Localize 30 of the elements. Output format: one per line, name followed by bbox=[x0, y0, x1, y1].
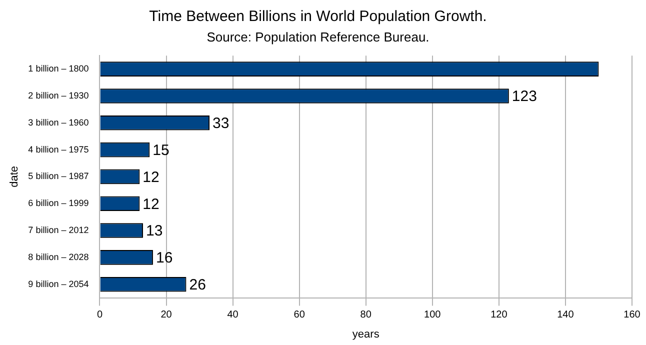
y-tick-label: 7 billion – 2012 bbox=[28, 225, 89, 236]
data-label: 12 bbox=[142, 196, 160, 213]
y-tick-label: 9 billion – 2054 bbox=[28, 278, 89, 289]
y-tick-label: 2 billion – 1930 bbox=[28, 90, 89, 100]
data-label: 12 bbox=[142, 168, 160, 186]
data-label: 15 bbox=[152, 142, 170, 159]
x-tick-label: 40 bbox=[227, 310, 239, 321]
y-tick-label: 5 billion – 1987 bbox=[28, 171, 89, 182]
y-tick-label: 1 billion – 1800 bbox=[28, 64, 89, 74]
x-axis-title: years bbox=[352, 328, 380, 340]
x-tick-label: 140 bbox=[557, 310, 574, 321]
data-label: 16 bbox=[156, 250, 173, 267]
y-tick-label: 6 billion – 1999 bbox=[28, 198, 89, 208]
x-tick-label: 0 bbox=[96, 310, 103, 321]
x-tick-label: 20 bbox=[160, 310, 172, 321]
data-label: 26 bbox=[189, 276, 206, 294]
chart-title: Time Between Billions in World Population Growth. bbox=[149, 8, 487, 26]
y-tick-label: 3 billion – 1960 bbox=[28, 117, 89, 128]
x-tick-label: 100 bbox=[424, 310, 442, 321]
x-tick-label: 160 bbox=[624, 310, 641, 321]
x-tick-label: 120 bbox=[490, 310, 508, 321]
data-label: 13 bbox=[146, 222, 163, 240]
data-label: 33 bbox=[212, 115, 230, 132]
y-axis-title: date bbox=[8, 166, 21, 188]
x-tick-label: 60 bbox=[294, 310, 306, 321]
y-tick-label: 8 billion – 2028 bbox=[28, 252, 89, 262]
data-label: 123 bbox=[512, 88, 537, 106]
x-tick-label: 80 bbox=[360, 310, 372, 321]
chart-subtitle: Source: Population Reference Bureau. bbox=[206, 29, 430, 44]
y-tick-label: 4 billion – 1975 bbox=[28, 144, 89, 154]
